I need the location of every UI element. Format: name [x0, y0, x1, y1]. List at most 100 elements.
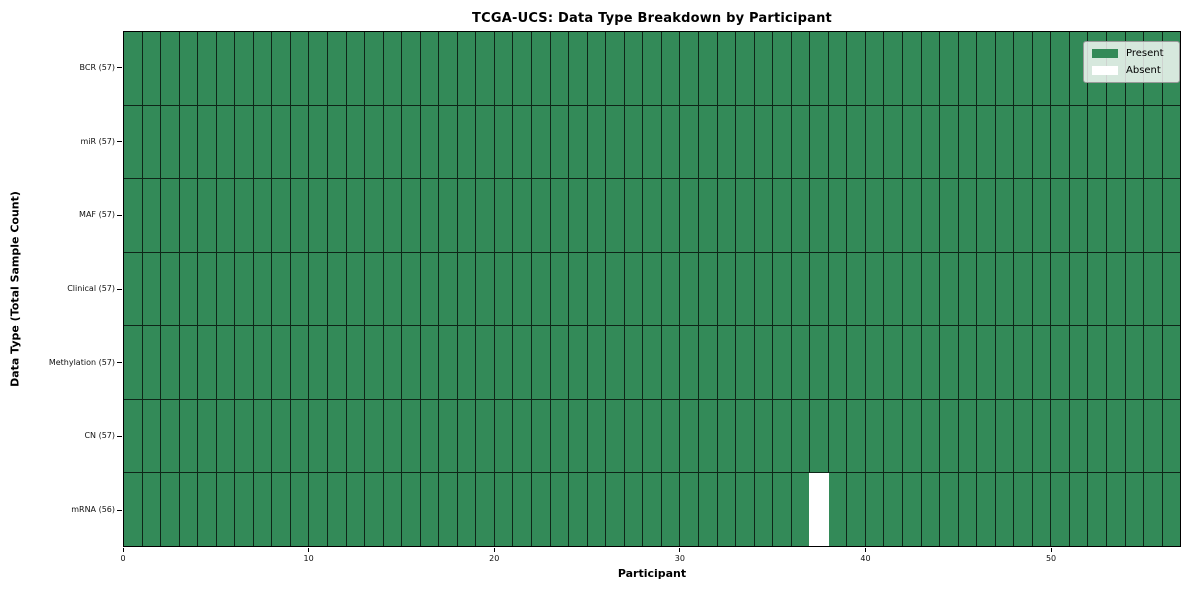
heatmap-cell — [495, 326, 514, 399]
heatmap-cell — [235, 105, 254, 179]
heatmap-cell — [1163, 326, 1181, 399]
heatmap-cell — [1051, 105, 1070, 179]
heatmap-cell — [254, 105, 273, 179]
heatmap-cell — [532, 473, 551, 547]
heatmap-cell — [513, 32, 533, 105]
heatmap-cell — [1088, 326, 1107, 399]
heatmap-cell — [940, 326, 959, 399]
x-tick-label: 10 — [303, 554, 314, 563]
heatmap-cell — [1144, 473, 1163, 547]
heatmap-cell — [755, 326, 774, 399]
heatmap-cell — [792, 473, 811, 547]
heatmap-cell — [532, 326, 551, 399]
heatmap-cell — [718, 32, 737, 105]
heatmap-cell — [1163, 473, 1181, 546]
heatmap-cell — [272, 252, 291, 326]
heatmap-cell — [773, 252, 792, 326]
heatmap-cell — [680, 32, 699, 105]
heatmap-cell — [1126, 326, 1145, 399]
heatmap-cell — [940, 473, 959, 547]
legend: Present Absent — [1083, 41, 1180, 83]
heatmap-cell — [384, 32, 403, 105]
heatmap-cell — [810, 252, 829, 326]
heatmap-cell — [847, 473, 866, 547]
heatmap-cell — [384, 399, 403, 473]
heatmap-cell — [736, 473, 755, 547]
heatmap-cell — [124, 252, 143, 326]
heatmap-cell — [847, 399, 866, 473]
heatmap-row — [124, 473, 1181, 547]
heatmap-cell — [235, 326, 254, 399]
heatmap-cell — [328, 326, 347, 399]
x-tick-label: 30 — [674, 554, 685, 563]
heatmap-cell — [384, 326, 403, 399]
heatmap-cell — [1033, 252, 1052, 326]
heatmap-cell — [1033, 399, 1052, 473]
heatmap-cell — [847, 179, 866, 252]
heatmap-cell — [959, 179, 978, 252]
heatmap-cell — [718, 252, 737, 326]
heatmap-cell — [977, 179, 996, 252]
heatmap-cell — [347, 473, 366, 547]
x-tick-label: 20 — [489, 554, 500, 563]
heatmap-cell — [1033, 105, 1052, 179]
heatmap-cell — [143, 105, 162, 179]
heatmap-cell — [922, 399, 941, 473]
heatmap-cell — [217, 252, 236, 326]
heatmap-cell — [365, 105, 384, 179]
heatmap-cell — [309, 32, 329, 105]
heatmap-cell — [829, 105, 848, 179]
heatmap-cell — [476, 105, 495, 179]
heatmap-cell — [847, 252, 866, 326]
heatmap-cell — [773, 326, 792, 399]
heatmap-cell — [309, 179, 329, 252]
heatmap-cell — [513, 252, 533, 326]
heatmap-cell — [699, 32, 718, 105]
heatmap-cell — [940, 399, 959, 473]
heatmap-cell — [625, 473, 644, 547]
y-tick-mark — [117, 435, 122, 437]
heatmap-cell — [977, 399, 996, 473]
heatmap-cell — [513, 179, 533, 252]
x-tick-label: 50 — [1045, 554, 1057, 563]
heatmap-cell — [699, 105, 718, 179]
heatmap-cell — [143, 32, 162, 105]
heatmap-cell — [1126, 179, 1145, 252]
heatmap-cell — [1107, 179, 1126, 252]
heatmap-cell — [884, 32, 903, 105]
heatmap-cell — [606, 326, 625, 399]
heatmap-cell — [198, 252, 217, 326]
chart-title: TCGA-UCS: Data Type Breakdown by Partici… — [472, 11, 832, 26]
heatmap-cell — [235, 179, 254, 252]
heatmap-cell — [551, 473, 570, 547]
heatmap-cell — [272, 32, 291, 105]
heatmap-cell — [254, 326, 273, 399]
heatmap-cell — [551, 105, 570, 179]
heatmap-cell — [884, 105, 903, 179]
heatmap-cell — [458, 179, 477, 252]
x-axis-label: Participant — [617, 567, 687, 580]
heatmap-cell — [1163, 106, 1181, 179]
heatmap-cell — [922, 179, 941, 252]
heatmap-cell — [365, 399, 384, 473]
heatmap-cell — [161, 473, 180, 547]
heatmap-cell — [347, 252, 366, 326]
legend-label-present: Present — [1126, 48, 1164, 59]
heatmap-cell — [217, 399, 236, 473]
heatmap-cell — [495, 179, 514, 252]
heatmap-cell — [495, 399, 514, 473]
heatmap-cell — [180, 105, 199, 179]
heatmap-cell — [588, 473, 607, 547]
heatmap-cell — [996, 473, 1015, 547]
x-tick-mark — [864, 548, 866, 552]
heatmap-cell — [736, 252, 755, 326]
heatmap-cell — [1163, 253, 1181, 326]
heatmap-cell — [1014, 179, 1033, 252]
heatmap-cell — [124, 179, 143, 252]
heatmap-cell — [217, 179, 236, 252]
heatmap-cell — [996, 105, 1015, 179]
heatmap-cell — [680, 473, 699, 547]
heatmap-row — [124, 179, 1180, 253]
heatmap-cell — [551, 326, 570, 399]
heatmap-cell — [606, 399, 625, 473]
